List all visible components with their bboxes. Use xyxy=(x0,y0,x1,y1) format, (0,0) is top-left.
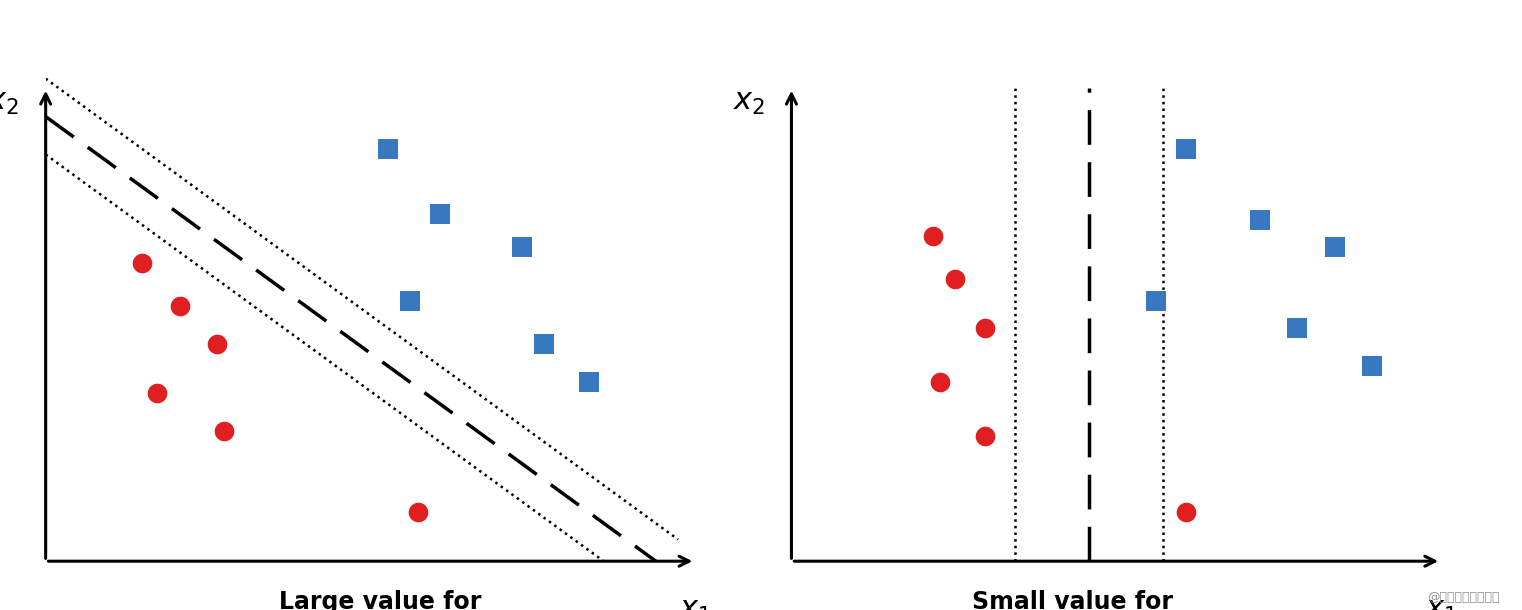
Point xyxy=(1173,144,1198,154)
Text: @稀土掴金技术社区: @稀土掴金技术社区 xyxy=(1426,591,1499,604)
Point xyxy=(204,339,228,349)
Point xyxy=(1323,242,1347,251)
Point xyxy=(944,274,968,284)
Point xyxy=(405,508,429,517)
Text: $x_1$: $x_1$ xyxy=(1425,597,1457,610)
Point xyxy=(577,378,601,387)
Text: $x_2$: $x_2$ xyxy=(0,88,20,117)
Point xyxy=(399,296,423,306)
Point xyxy=(1359,361,1383,371)
Text: $x_2$: $x_2$ xyxy=(734,88,766,117)
Point xyxy=(145,388,169,398)
Point xyxy=(510,242,534,251)
Text: $x_1$: $x_1$ xyxy=(679,597,711,610)
Point xyxy=(376,144,400,154)
Point xyxy=(1145,296,1169,306)
Point xyxy=(167,301,192,311)
Point xyxy=(928,378,953,387)
Point xyxy=(973,323,997,333)
Point xyxy=(533,339,557,349)
Point xyxy=(1285,323,1309,333)
Point xyxy=(212,426,236,436)
Point xyxy=(1248,215,1272,224)
Point xyxy=(973,432,997,442)
Point xyxy=(1173,508,1198,517)
Text: Large value for
parameter C: Large value for parameter C xyxy=(280,590,481,610)
Text: Small value for
parameter C: Small value for parameter C xyxy=(973,590,1173,610)
Point xyxy=(921,231,945,241)
Point xyxy=(131,258,155,268)
Point xyxy=(428,209,452,219)
